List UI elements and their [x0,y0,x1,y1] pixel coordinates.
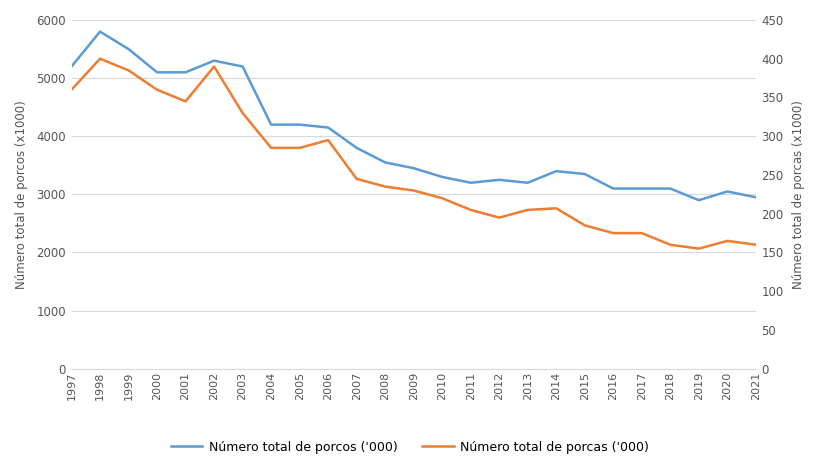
Número total de porcos ('000) [66,64,76,69]
Número total de porcos ('000) [750,195,760,200]
Número total de porcos ('000) [523,180,532,185]
Número total de porcos ('000) [294,122,304,127]
Número total de porcas ('000) [523,207,532,213]
Número total de porcas ('000) [750,242,760,248]
Número total de porcos ('000) [579,171,589,177]
Número total de porcos ('000) [465,180,475,185]
Número total de porcas ('000) [323,137,333,143]
Número total de porcos ('000) [380,160,390,165]
Número total de porcas ('000) [664,242,674,248]
Número total de porcos ('000) [351,145,361,151]
Número total de porcas ('000) [124,68,133,73]
Número total de porcas ('000) [693,246,703,251]
Número total de porcos ('000) [266,122,276,127]
Número total de porcas ('000) [209,64,219,69]
Número total de porcas ('000) [636,230,646,236]
Número total de porcos ('000) [209,58,219,64]
Número total de porcas ('000) [294,145,304,151]
Número total de porcos ('000) [608,186,618,191]
Número total de porcas ('000) [351,176,361,182]
Número total de porcas ('000) [180,99,190,104]
Número total de porcas ('000) [608,230,618,236]
Número total de porcas ('000) [437,195,446,201]
Legend: Número total de porcos ('000), Número total de porcas ('000): Número total de porcos ('000), Número to… [166,436,653,459]
Line: Número total de porcas ('000): Número total de porcas ('000) [71,59,755,248]
Y-axis label: Número total de porcas (x1000): Número total de porcas (x1000) [791,100,804,289]
Número total de porcos ('000) [636,186,646,191]
Número total de porcas ('000) [152,87,162,93]
Número total de porcas ('000) [95,56,105,61]
Número total de porcos ('000) [238,64,247,69]
Y-axis label: Número total de porcos (x1000): Número total de porcos (x1000) [15,100,28,289]
Número total de porcos ('000) [180,70,190,75]
Número total de porcas ('000) [380,184,390,189]
Número total de porcos ('000) [152,70,162,75]
Número total de porcos ('000) [664,186,674,191]
Número total de porcos ('000) [693,197,703,203]
Número total de porcos ('000) [550,168,560,174]
Número total de porcas ('000) [579,223,589,228]
Número total de porcos ('000) [124,46,133,52]
Número total de porcos ('000) [408,165,418,171]
Número total de porcas ('000) [238,110,247,116]
Número total de porcos ('000) [494,177,504,183]
Número total de porcas ('000) [494,215,504,220]
Número total de porcas ('000) [408,188,418,193]
Número total de porcas ('000) [550,206,560,211]
Número total de porcas ('000) [266,145,276,151]
Número total de porcos ('000) [95,29,105,35]
Número total de porcos ('000) [323,125,333,130]
Número total de porcas ('000) [722,238,731,244]
Número total de porcas ('000) [465,207,475,213]
Número total de porcos ('000) [722,189,731,194]
Número total de porcas ('000) [66,87,76,93]
Line: Número total de porcos ('000): Número total de porcos ('000) [71,32,755,200]
Número total de porcos ('000) [437,174,446,180]
